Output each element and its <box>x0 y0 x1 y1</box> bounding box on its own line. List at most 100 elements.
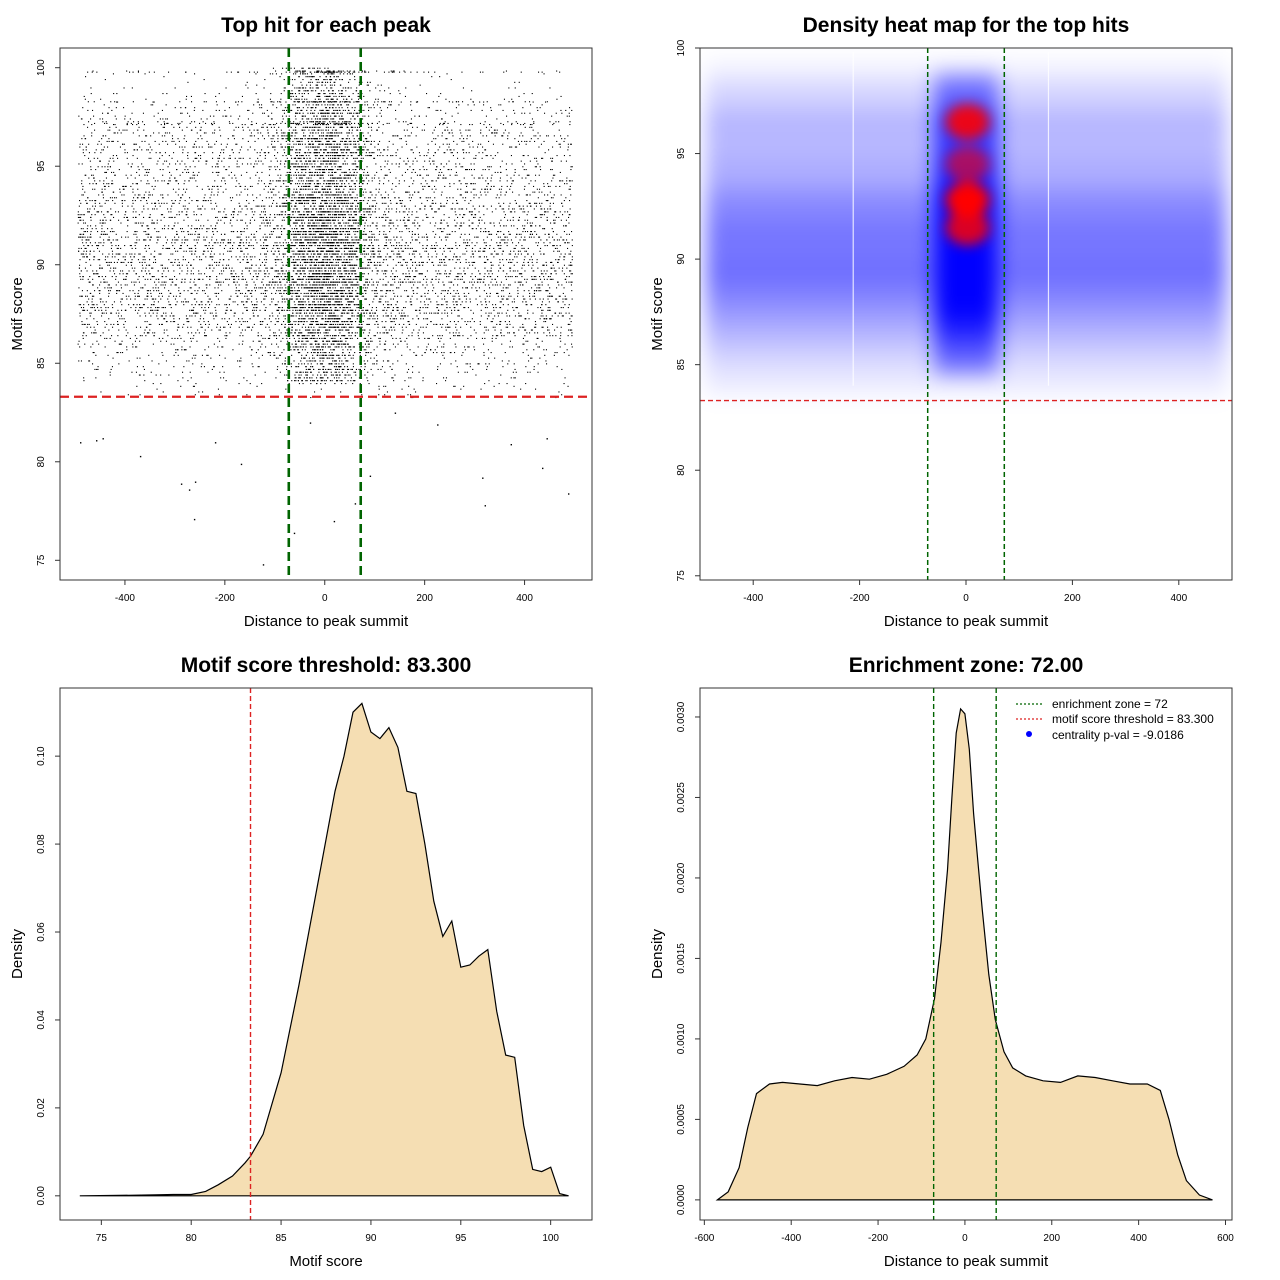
scatter-point <box>98 250 100 252</box>
scatter-point <box>104 326 106 328</box>
scatter-point <box>242 276 244 278</box>
scatter-point <box>247 118 249 120</box>
scatter-point <box>350 276 352 278</box>
scatter-point <box>161 180 163 182</box>
scatter-point <box>313 222 315 224</box>
scatter-point <box>455 242 457 244</box>
scatter-point <box>306 287 308 289</box>
scatter-point <box>263 242 265 244</box>
scatter-point <box>80 219 82 221</box>
scatter-point <box>555 259 557 261</box>
scatter-point <box>257 98 259 100</box>
scatter-point <box>194 152 196 154</box>
scatter-point <box>162 276 164 278</box>
scatter-point <box>289 138 291 140</box>
scatter-point <box>99 205 101 207</box>
scatter-point <box>194 312 196 314</box>
scatter-point <box>475 228 477 230</box>
scatter-point <box>286 202 288 204</box>
scatter-point <box>331 292 333 294</box>
scatter-point <box>297 163 299 165</box>
scatter-point <box>350 118 352 120</box>
scatter-point <box>196 301 198 303</box>
scatter-point <box>317 70 319 72</box>
scatter-point <box>155 152 157 154</box>
scatter-point <box>235 284 237 286</box>
scatter-point <box>100 242 102 244</box>
scatter-point <box>117 253 119 255</box>
scatter-point <box>299 191 301 193</box>
scatter-point <box>211 259 213 261</box>
scatter-point <box>119 273 121 275</box>
scatter-point <box>258 104 260 106</box>
scatter-point <box>332 146 334 148</box>
scatter-point <box>339 380 341 382</box>
scatter-point <box>366 239 368 241</box>
scatter-point <box>101 149 103 151</box>
scatter-title: Top hit for each peak <box>221 14 431 37</box>
scatter-point <box>365 278 367 280</box>
scatter-point <box>316 321 318 323</box>
scatter-point <box>407 135 409 137</box>
scatter-point <box>448 146 450 148</box>
scatter-point <box>226 216 228 218</box>
scatter-point <box>457 284 459 286</box>
scatter-point <box>319 315 321 317</box>
scatter-point <box>204 208 206 210</box>
scatter-point <box>451 129 453 131</box>
scatter-point <box>558 284 560 286</box>
scatter-point <box>187 233 189 235</box>
scatter-point <box>338 121 340 123</box>
scatter-point <box>338 143 340 145</box>
scatter-point <box>312 200 314 202</box>
scatter-point <box>305 371 307 373</box>
scatter-point <box>338 169 340 171</box>
scatter-point <box>283 87 285 89</box>
scatter-point <box>414 115 416 117</box>
scatter-point <box>290 366 292 368</box>
scatter-point <box>376 281 378 283</box>
scatter-point <box>514 247 516 249</box>
scatter-point <box>537 242 539 244</box>
scatter-point <box>120 270 122 272</box>
scatter-point <box>454 385 456 387</box>
scatter-point <box>246 225 248 227</box>
scatter-point <box>534 157 536 159</box>
scatter-point <box>277 366 279 368</box>
scatter-point <box>286 200 288 202</box>
scatter-point <box>301 84 303 86</box>
scatter-point <box>171 216 173 218</box>
scatter-point <box>499 259 501 261</box>
scatter-point <box>453 183 455 185</box>
scatter-point <box>562 301 564 303</box>
scatter-point <box>310 397 312 399</box>
scatter-point <box>350 267 352 269</box>
scatter-point <box>111 231 113 233</box>
scatter-point <box>117 132 119 134</box>
scatter-point <box>330 250 332 252</box>
scatter-point <box>520 281 522 283</box>
scatter-point <box>366 84 368 86</box>
scatter-point <box>561 368 563 370</box>
scatter-point <box>228 157 230 159</box>
scatter-point <box>307 185 309 187</box>
scatter-point <box>254 256 256 258</box>
scatter-point <box>311 312 313 314</box>
scatter-point <box>570 321 572 323</box>
scatter-point <box>305 211 307 213</box>
scatter-point <box>316 340 318 342</box>
scatter-point <box>354 197 356 199</box>
scatter-point <box>471 222 473 224</box>
scatter-point <box>484 149 486 151</box>
scatter-point <box>276 321 278 323</box>
scatter-point <box>322 177 324 179</box>
scatter-point <box>363 312 365 314</box>
scatter-point <box>545 321 547 323</box>
scatter-point <box>310 321 312 323</box>
scatter-point <box>328 194 330 196</box>
scatter-point <box>248 245 250 247</box>
scatter-point <box>367 360 369 362</box>
scatter-point <box>206 231 208 233</box>
scatter-point <box>282 67 284 69</box>
scatter-point <box>359 225 361 227</box>
